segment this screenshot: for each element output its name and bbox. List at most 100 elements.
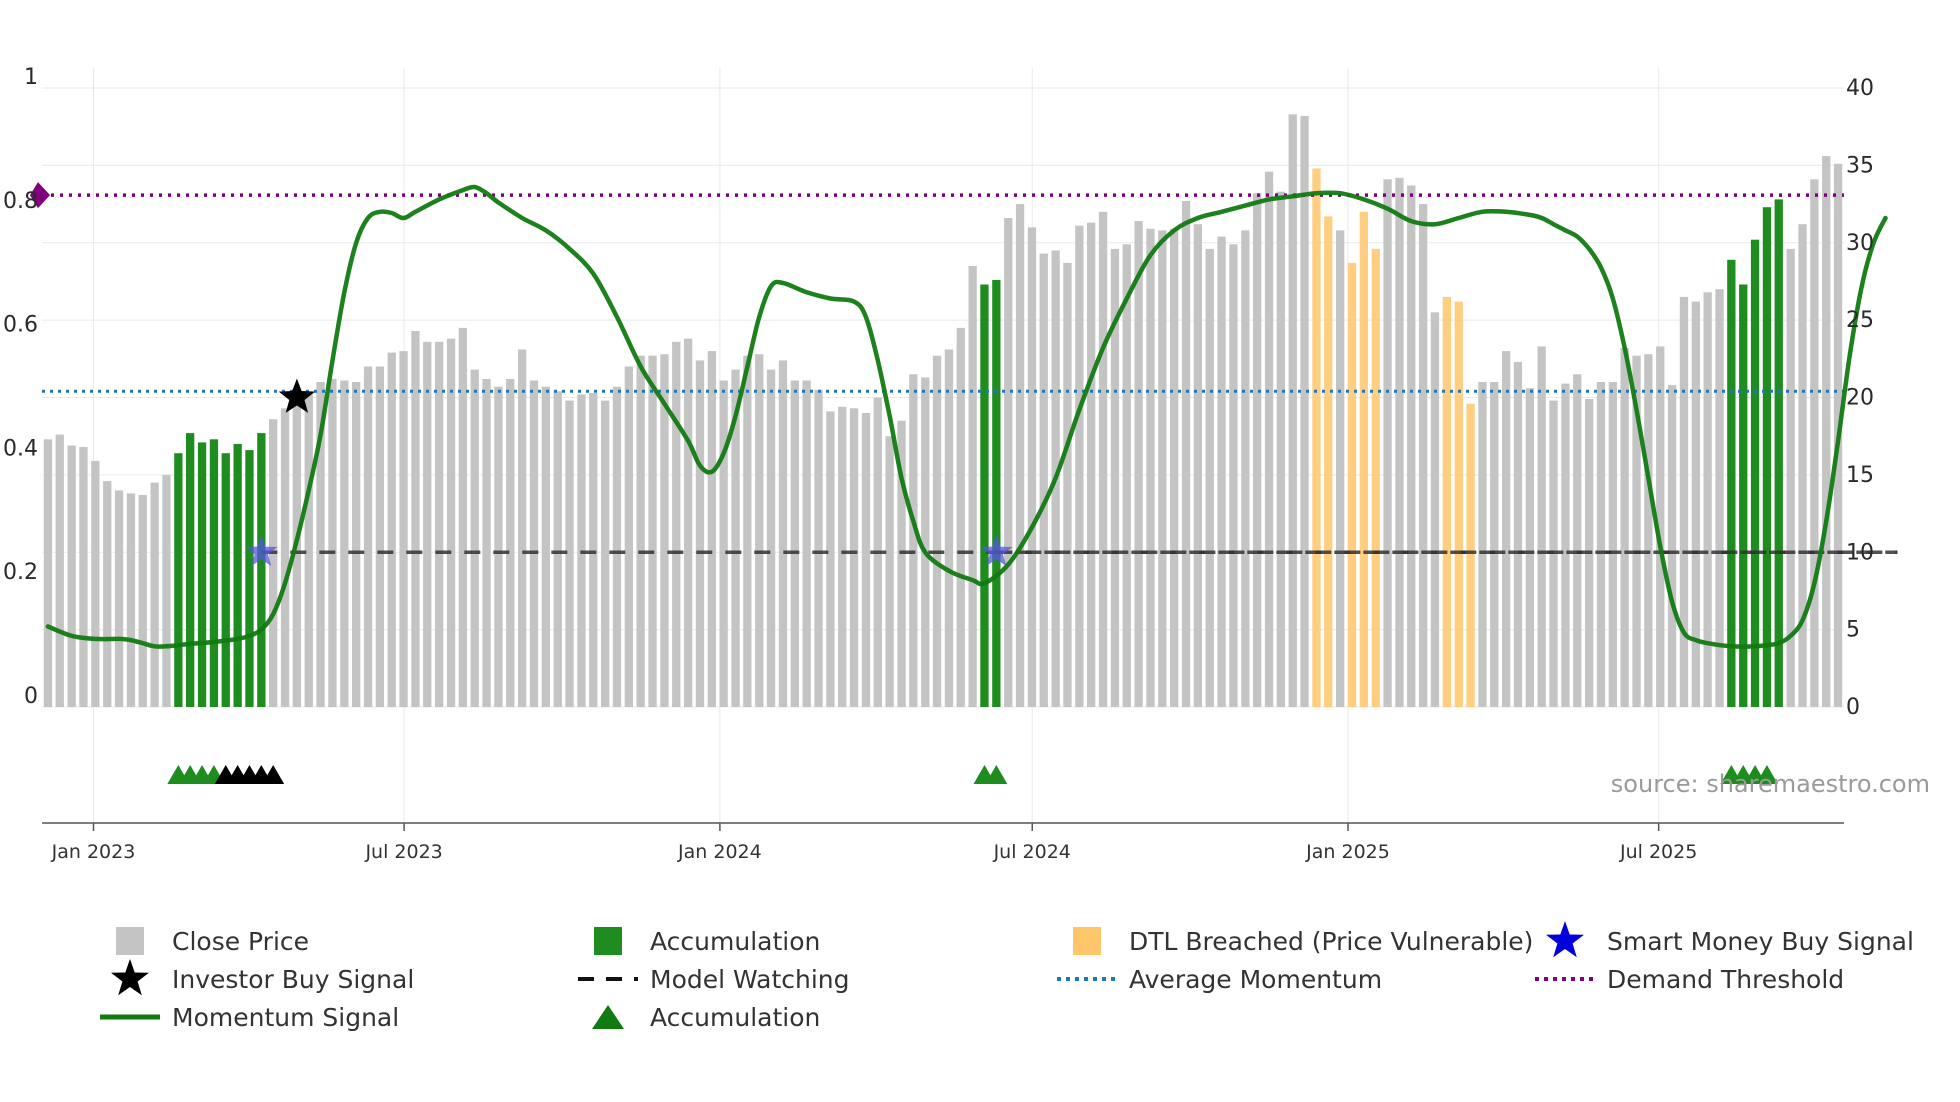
price-bar: [612, 386, 622, 707]
price-bar: [1229, 244, 1238, 708]
price-bar: [304, 391, 313, 707]
price-bar: [589, 392, 598, 707]
price-bar: [363, 366, 373, 707]
price-bar: [1075, 225, 1084, 707]
price-bar: [553, 391, 562, 707]
dtl-bar: [1442, 296, 1451, 707]
accumulation-bar: [209, 439, 219, 707]
price-bar: [67, 445, 76, 707]
accumulation-bar: [1774, 199, 1783, 707]
price-bar: [814, 389, 823, 707]
dtl-bar: [1324, 216, 1333, 707]
price-bar: [150, 482, 159, 707]
price-bar: [1620, 348, 1629, 707]
momentum-signal-line: [45, 184, 1888, 649]
price-bar: [1430, 312, 1440, 707]
bars-layer: [43, 114, 1843, 708]
price-bar: [1170, 228, 1179, 708]
accumulation-triangle-icon: [985, 765, 1008, 784]
price-bar: [1336, 230, 1345, 707]
price-bar: [861, 413, 871, 707]
accumulation-bar: [186, 433, 195, 707]
price-bar: [1181, 201, 1191, 707]
legend-item: Model Watching: [578, 965, 850, 994]
legend-label: Momentum Signal: [172, 1003, 399, 1032]
price-bar: [316, 382, 325, 707]
dtl-bar: [1312, 168, 1321, 707]
price-bar: [1691, 301, 1700, 707]
price-bar: [1015, 204, 1025, 707]
legend-label: Investor Buy Signal: [172, 965, 414, 994]
price-bar: [1502, 351, 1511, 707]
price-bar: [103, 481, 112, 707]
legend: Close Price Accumulation DTL Breached (Pri…: [100, 921, 1914, 1032]
price-bar: [1063, 262, 1072, 707]
price-bar: [1146, 228, 1155, 708]
price-bar: [1810, 179, 1819, 708]
x-tick-label: Jan 2025: [1305, 841, 1390, 863]
legend-swatch-icon: [116, 927, 144, 955]
price-bar: [790, 380, 799, 707]
legend-item: Accumulation: [594, 927, 820, 956]
price-bar: [328, 378, 337, 707]
price-bar: [921, 377, 930, 707]
price-bar: [387, 352, 396, 707]
accumulation-bar: [1762, 207, 1772, 707]
price-bar: [826, 411, 835, 707]
y-right-tick-label: 30: [1846, 231, 1874, 256]
legend-star-icon: [111, 959, 149, 996]
price-bar: [1407, 185, 1416, 707]
accumulation-bar: [174, 453, 183, 707]
legend-item: Close Price: [116, 927, 309, 956]
price-bar: [766, 369, 776, 707]
marker-layer: [167, 765, 1778, 784]
legend-item: Smart Money Buy Signal: [1546, 921, 1914, 958]
price-bar: [648, 355, 657, 707]
price-bar: [1205, 248, 1214, 707]
price-bar: [1656, 346, 1665, 707]
price-bar: [1679, 296, 1689, 707]
price-bar: [1608, 382, 1617, 707]
accumulation-bar: [245, 450, 254, 707]
price-bar: [518, 349, 527, 707]
accumulation-bar: [1739, 284, 1748, 707]
reference-lines-layer: [30, 182, 1898, 554]
price-bar: [375, 366, 384, 707]
price-bar: [660, 354, 669, 707]
x-tick-label: Jul 2025: [1619, 841, 1697, 863]
legend-label: Accumulation: [650, 1003, 820, 1032]
price-bar: [743, 355, 752, 707]
y-right-tick-label: 25: [1846, 308, 1874, 333]
y-right-tick-label: 5: [1846, 618, 1860, 643]
price-bar: [494, 386, 503, 707]
price-bar: [1276, 191, 1285, 707]
accumulation-bar: [980, 284, 989, 707]
price-bar: [1098, 211, 1108, 708]
y-left-tick-label: 0: [24, 684, 38, 709]
legend-label: Close Price: [172, 927, 309, 956]
price-bar: [1703, 292, 1712, 707]
price-bar: [956, 327, 965, 707]
investor-triangle-icon: [262, 765, 285, 784]
accumulation-bar: [197, 442, 207, 707]
x-tick-label: Jul 2024: [993, 841, 1071, 863]
price-bar: [470, 369, 479, 707]
price-bar: [1715, 289, 1724, 707]
price-bar: [1667, 385, 1677, 707]
price-bar: [280, 408, 290, 707]
price-bar: [1419, 204, 1428, 707]
price-bar: [1395, 177, 1404, 708]
price-bar: [43, 439, 53, 707]
price-bar: [909, 374, 918, 707]
price-bar: [1300, 115, 1309, 707]
price-bar: [55, 434, 64, 707]
price-bar: [897, 420, 906, 707]
price-bar: [1253, 193, 1262, 707]
price-bar: [506, 378, 515, 707]
price-bar: [1632, 355, 1641, 707]
price-bar: [91, 460, 100, 707]
price-bar: [126, 493, 136, 707]
price-bar: [1087, 222, 1096, 707]
price-bar: [1134, 221, 1143, 707]
